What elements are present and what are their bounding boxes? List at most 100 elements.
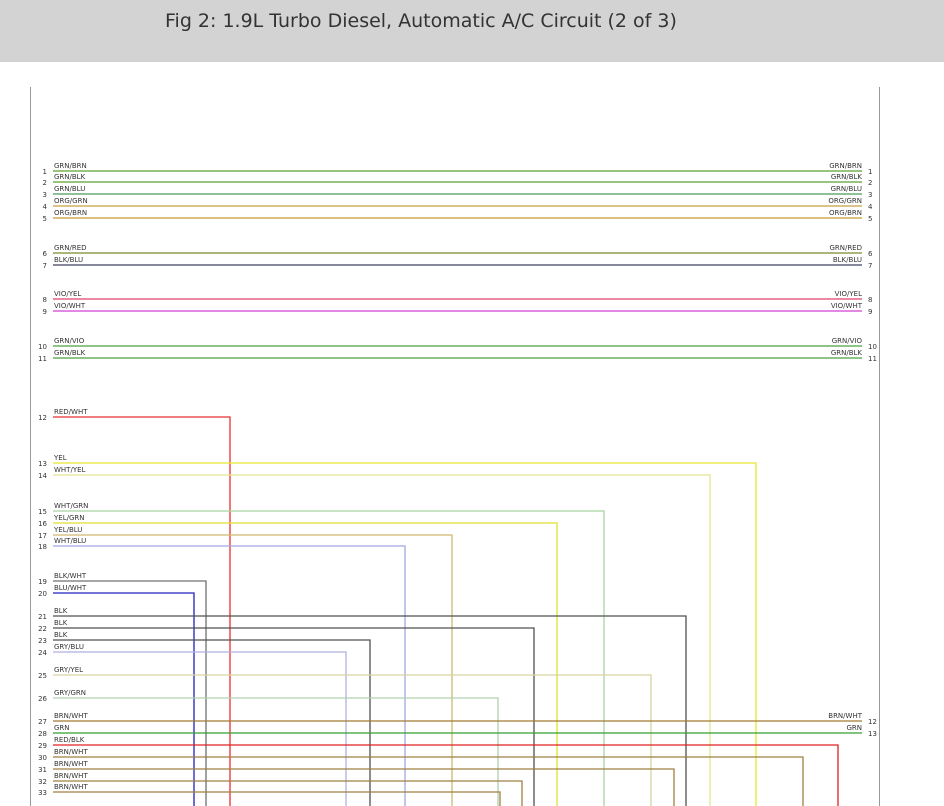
wire-label: GRN/BLU [54, 185, 85, 193]
wire [53, 674, 652, 806]
wire [53, 545, 406, 806]
pin-number: 26 [38, 695, 47, 703]
pin-number: 22 [38, 625, 47, 633]
wire-label: GRN/RED [54, 244, 87, 252]
wire [53, 522, 558, 806]
wire-label: BRN/WHT [54, 748, 88, 756]
pin-number-right: 4 [868, 203, 873, 211]
pin-number: 13 [38, 460, 47, 468]
pin-number: 8 [43, 296, 47, 304]
pin-number: 14 [38, 472, 47, 480]
pin-number: 11 [38, 355, 47, 363]
wire-label-right: GRN/RED [829, 244, 862, 252]
wire [53, 474, 711, 806]
wire [53, 627, 535, 806]
wire-label-right: BRN/WHT [828, 712, 862, 720]
pin-number: 29 [38, 742, 47, 750]
wire [53, 780, 523, 806]
pin-number: 1 [43, 168, 47, 176]
wire-label: WHT/GRN [54, 502, 88, 510]
wire-label-right: GRN [846, 724, 862, 732]
pin-number: 19 [38, 578, 47, 586]
pin-number-right: 10 [868, 343, 877, 351]
wire-label: GRN/BLK [54, 173, 86, 181]
wire [53, 615, 687, 806]
pin-number: 27 [38, 718, 47, 726]
wire [53, 744, 839, 806]
wire-label: BRN/WHT [54, 783, 88, 791]
wire-label: WHT/YEL [54, 466, 86, 474]
pin-number: 4 [43, 203, 48, 211]
wire [53, 651, 347, 806]
wire-label-right: GRN/BRN [829, 162, 862, 170]
wire [53, 768, 675, 806]
pin-number: 28 [38, 730, 47, 738]
pin-number: 2 [43, 179, 47, 187]
pin-number: 30 [38, 754, 47, 762]
pin-number: 7 [43, 262, 47, 270]
pin-number: 9 [43, 308, 47, 316]
pin-number: 6 [43, 250, 48, 258]
pin-number: 21 [38, 613, 47, 621]
wire-label: VIO/WHT [54, 302, 86, 310]
pin-number: 3 [43, 191, 47, 199]
wire-label: BRN/WHT [54, 760, 88, 768]
pin-number-right: 2 [868, 179, 872, 187]
pin-number-right: 5 [868, 215, 872, 223]
wire [53, 416, 231, 806]
pin-number: 32 [38, 778, 47, 786]
wire-label: BLK/WHT [54, 572, 87, 580]
wire-label: GRY/YEL [54, 666, 83, 674]
wire [53, 697, 499, 806]
wire-label: BLU/WHT [54, 584, 87, 592]
wire-label: ORG/GRN [54, 197, 88, 205]
wire-label: BLK [54, 619, 68, 627]
pin-number-right: 12 [868, 718, 877, 726]
pin-number: 24 [38, 649, 47, 657]
wire [53, 592, 195, 806]
wire-label: GRN/BLK [54, 349, 86, 357]
pin-number-right: 11 [868, 355, 877, 363]
pin-number: 5 [43, 215, 47, 223]
pin-number: 17 [38, 532, 47, 540]
wire-label: BRN/WHT [54, 712, 88, 720]
pin-number: 31 [38, 766, 47, 774]
pin-number-right: 8 [868, 296, 872, 304]
pin-number: 23 [38, 637, 47, 645]
wire-label: BRN/WHT [54, 772, 88, 780]
pin-number-right: 7 [868, 262, 872, 270]
wire-label-right: ORG/BRN [829, 209, 862, 217]
wire-label: YEL [53, 454, 67, 462]
wire [53, 580, 207, 806]
wire-label: BLK/BLU [54, 256, 83, 264]
wire-label: RED/BLK [54, 736, 85, 744]
title: Fig 2: 1.9L Turbo Diesel, Automatic A/C … [165, 10, 677, 32]
wire-label-right: BLK/BLU [833, 256, 862, 264]
pin-number-right: 1 [868, 168, 872, 176]
wire-label-right: GRN/BLU [831, 185, 862, 193]
wire-label: GRY/BLU [54, 643, 84, 651]
pin-number: 20 [38, 590, 47, 598]
wire [53, 462, 757, 806]
wire-label-right: VIO/YEL [835, 290, 862, 298]
wire [53, 534, 453, 806]
wire-label: BLK [54, 631, 68, 639]
wire [53, 639, 371, 806]
wire [53, 756, 804, 806]
wire-label: BLK [54, 607, 68, 615]
wire-label: GRY/GRN [54, 689, 86, 697]
pin-number: 12 [38, 414, 47, 422]
pin-number-right: 13 [868, 730, 877, 738]
wire-label-right: ORG/GRN [828, 197, 862, 205]
pin-number: 16 [38, 520, 47, 528]
pin-number-right: 3 [868, 191, 872, 199]
wire-label-right: GRN/VIO [832, 337, 863, 345]
wire-label: VIO/YEL [54, 290, 81, 298]
pin-number-right: 6 [868, 250, 873, 258]
wire-label-right: GRN/BLK [831, 349, 863, 357]
wire-label: GRN/VIO [54, 337, 85, 345]
wire-label-right: VIO/WHT [831, 302, 863, 310]
wire-label-right: GRN/BLK [831, 173, 863, 181]
pin-number: 33 [38, 789, 47, 797]
